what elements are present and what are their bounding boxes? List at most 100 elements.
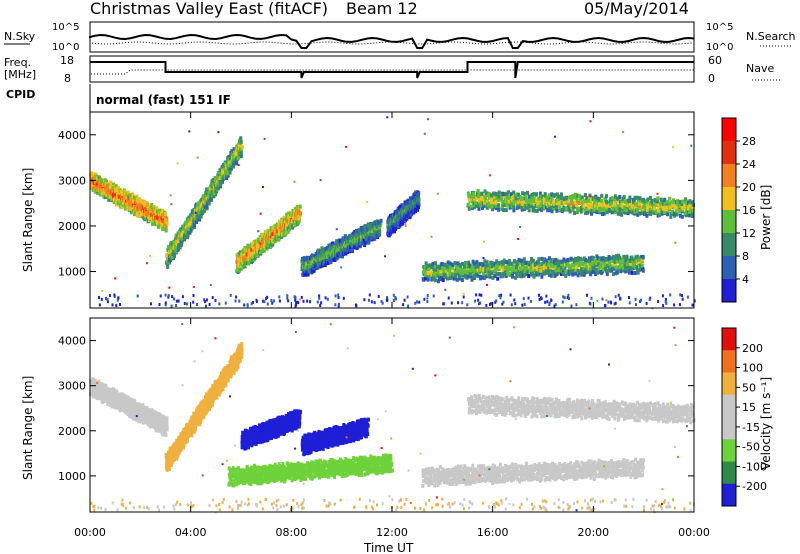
range-gate-cell [371,233,375,237]
range-gate-cell [458,274,462,279]
range-gate-cell [641,200,645,205]
range-gate-cell [635,254,639,259]
range-gate-cell [502,208,506,213]
range-gate-cell [251,258,255,263]
range-gate-cell [532,263,536,268]
range-gate-cell [636,199,640,204]
range-gate-cell [476,188,480,193]
range-gate-cell [495,271,499,276]
range-gate-cell [493,261,497,266]
range-gate-cell [605,206,609,211]
range-gate-cell [555,208,559,213]
range-gate-cell [659,197,663,202]
range-gate-cell [617,259,621,264]
range-gate-cell [458,263,462,268]
range-gate-cell [558,270,562,274]
range-gate-cell [503,269,507,274]
range-gate-cell [626,261,630,266]
range-gate-cell [628,201,632,206]
range-gate-cell [633,271,637,275]
range-gate-cell [434,268,438,273]
range-gate-cell [524,260,528,265]
range-gate-cell [527,208,531,213]
range-gate-cell [650,199,654,203]
range-gate-cell [158,223,162,227]
range-gate-cell [202,208,206,213]
range-gate-cell [591,256,595,261]
range-gate-cell [639,198,643,203]
range-gate-cell [271,242,275,247]
range-gate-cell [192,219,196,224]
range-gate-cell [542,205,546,210]
range-gate-cell [603,259,607,264]
range-gate-cell [613,264,617,269]
range-gate-cell [93,177,97,182]
range-gate-cell [287,211,291,216]
range-gate-cell [378,231,381,236]
range-gate-cell [487,274,491,278]
freq-label-line1: Freq. [4,56,31,69]
range-gate-cell [480,191,484,196]
range-gate-cell [520,205,524,210]
range-gate-cell [331,241,335,246]
range-gate-cell [513,267,517,272]
range-gate-cell [522,263,526,268]
range-gate-cell [547,263,550,268]
range-gate-cell [531,208,535,213]
range-gate-cell [495,264,499,269]
range-gate-cell [572,195,576,200]
range-gate-cell [563,266,567,271]
range-gate-cell [495,203,498,208]
range-gate-cell [188,221,192,226]
range-gate-cell [165,262,169,267]
range-gate-cell [379,221,383,226]
range-gate-cell [481,271,485,276]
range-gate-cell [549,194,553,199]
range-gate-cell [169,258,172,262]
range-gate-cell [392,227,396,232]
range-gate-cell [527,204,531,208]
freq-panel [89,55,695,83]
range-gate-cell [443,273,447,278]
range-gate-cell [277,226,281,231]
range-gate-cell [421,270,425,275]
range-gate-cell [605,194,608,199]
range-gate-cell [165,221,169,226]
range-gate-cell [615,256,618,261]
range-gate-cell [184,230,188,235]
range-gate-cell [497,197,501,202]
range-gate-cell [186,233,190,238]
range-gate-cell [500,196,503,201]
range-gate-cell [212,191,216,196]
range-gate-cell [665,199,669,204]
range-gate-cell [548,205,551,210]
range-gate-cell [344,251,348,256]
range-gate-cell [534,269,538,274]
range-gate-cell [576,268,580,273]
range-gate-cell [468,267,472,272]
range-gate-cell [612,255,615,260]
range-gate-cell [489,196,493,201]
range-gate-cell [470,267,474,272]
range-gate-cell [350,248,354,253]
range-gate-cell [536,260,540,265]
range-gate-cell [633,209,637,214]
range-gate-cell [424,261,428,266]
range-gate-cell [597,266,601,271]
range-gate-cell [136,213,140,218]
nsky-trace [89,33,695,49]
range-gate-cell [373,233,377,238]
range-gate-cell [550,192,554,197]
range-gate-cell [448,271,452,276]
range-gate-cell [227,159,231,164]
range-gate-cell [510,192,513,197]
range-gate-cell [475,260,479,265]
range-gate-cell [192,223,196,228]
range-gate-cell [625,254,629,259]
range-gate-cell [571,207,575,212]
range-gate-cell [636,202,640,207]
range-gate-cell [191,225,195,230]
range-gate-cell [523,199,526,204]
range-gate-cell [628,258,632,263]
range-gate-cell [497,194,501,199]
